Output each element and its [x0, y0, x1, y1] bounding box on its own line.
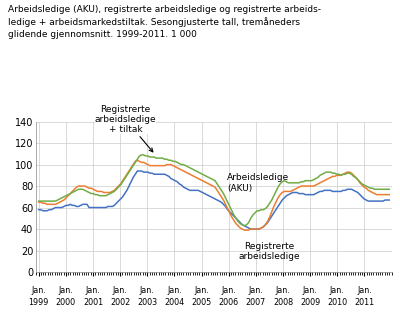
Text: 2001: 2001	[83, 298, 103, 308]
Text: 2011: 2011	[354, 298, 374, 308]
Text: 1999: 1999	[28, 298, 49, 308]
Text: 2010: 2010	[327, 298, 347, 308]
Text: 2009: 2009	[300, 298, 320, 308]
Text: 2002: 2002	[110, 298, 130, 308]
Text: Jan.: Jan.	[194, 286, 209, 295]
Text: Arbeidsledige
(AKU): Arbeidsledige (AKU)	[227, 173, 290, 193]
Text: Jan.: Jan.	[167, 286, 182, 295]
Text: 2006: 2006	[219, 298, 239, 308]
Text: Jan.: Jan.	[357, 286, 372, 295]
Text: Jan.: Jan.	[276, 286, 290, 295]
Text: 2007: 2007	[246, 298, 266, 308]
Text: Jan.: Jan.	[86, 286, 100, 295]
Text: Registrerte
arbeidsledige
+ tiltak: Registrerte arbeidsledige + tiltak	[95, 105, 156, 152]
Text: Jan.: Jan.	[140, 286, 155, 295]
Text: 2000: 2000	[56, 298, 76, 308]
Text: Jan.: Jan.	[248, 286, 263, 295]
Text: Arbeidsledige (AKU), registrerte arbeidsledige og registrerte arbeids-
ledige + : Arbeidsledige (AKU), registrerte arbeids…	[8, 5, 321, 39]
Text: Jan.: Jan.	[330, 286, 345, 295]
Text: 2003: 2003	[137, 298, 157, 308]
Text: Jan.: Jan.	[303, 286, 318, 295]
Text: Registrerte
arbeidsledige: Registrerte arbeidsledige	[238, 242, 300, 261]
Text: Jan.: Jan.	[31, 286, 46, 295]
Text: 2004: 2004	[164, 298, 184, 308]
Text: Jan.: Jan.	[113, 286, 128, 295]
Text: 2005: 2005	[192, 298, 212, 308]
Text: Jan.: Jan.	[58, 286, 73, 295]
Text: Jan.: Jan.	[221, 286, 236, 295]
Text: 2008: 2008	[273, 298, 293, 308]
